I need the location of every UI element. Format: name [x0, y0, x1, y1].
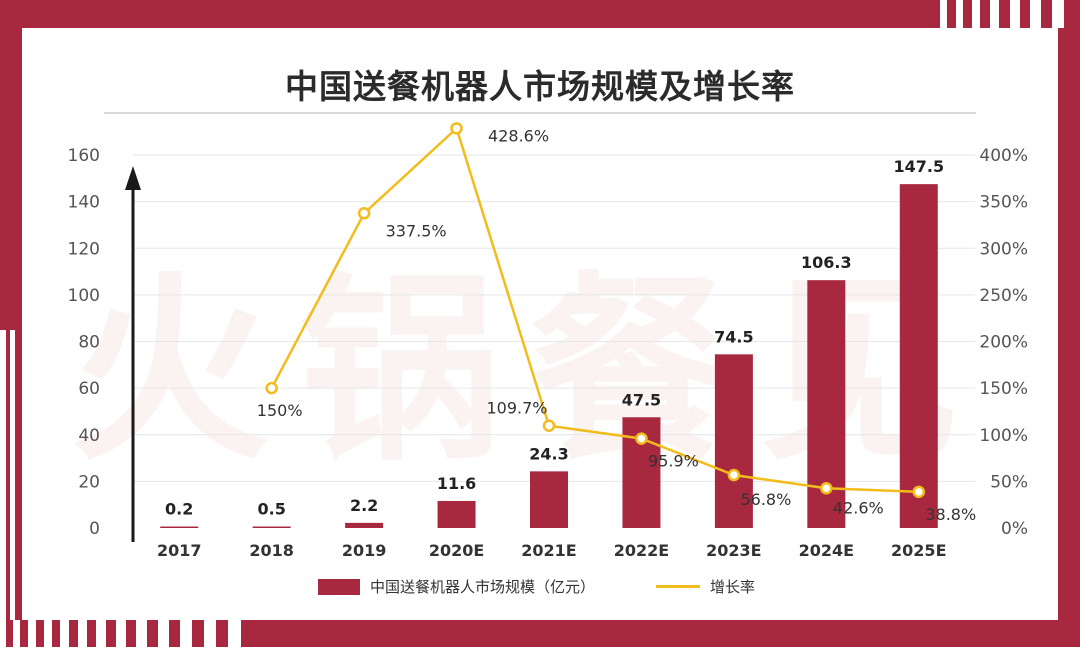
growth-rate-label: 42.6%	[833, 498, 884, 517]
growth-rate-point	[450, 122, 463, 135]
title-divider	[104, 112, 976, 114]
y-right-tick-label: 300%	[979, 239, 1028, 259]
growth-rate-label: 95.9%	[648, 452, 699, 471]
y-right-tick-label: 0%	[1001, 519, 1028, 539]
bar-value-label: 106.3	[801, 253, 852, 272]
legend-bar-swatch	[318, 578, 360, 595]
legend-item-line: 增长率	[656, 576, 755, 597]
y-left-tick-label: 100	[68, 286, 100, 306]
bar-value-label: 11.6	[437, 474, 476, 493]
growth-rate-label: 38.8%	[925, 505, 976, 524]
y-right-tick-label: 350%	[979, 193, 1028, 213]
growth-rate-point	[727, 468, 741, 482]
growth-rate-label: 337.5%	[386, 221, 447, 240]
y-left-tick-label: 40	[78, 426, 100, 446]
growth-rate-point	[542, 419, 556, 432]
legend-line-swatch	[656, 585, 700, 588]
growth-rate-label: 56.8%	[740, 490, 791, 509]
legend: 中国送餐机器人市场规模（亿元） 增长率	[0, 576, 1080, 606]
y-right-tick-label: 100%	[979, 426, 1028, 446]
x-tick-label: 2022E	[614, 541, 669, 560]
y-left-tick-label: 140	[68, 193, 100, 213]
growth-rate-point	[635, 432, 648, 445]
chart-title: 中国送餐机器人市场规模及增长率	[285, 67, 795, 106]
x-tick-label: 2024E	[799, 541, 854, 560]
bar	[252, 526, 291, 528]
growth-rate-label: 109.7%	[486, 399, 547, 418]
bar-value-label: 24.3	[529, 444, 568, 463]
growth-rate-point	[265, 381, 278, 395]
growth-rate-label: 150%	[257, 401, 303, 420]
y-left-tick-label: 120	[68, 239, 100, 259]
y-axis-arrow	[125, 166, 141, 190]
y-right-tick-label: 200%	[979, 333, 1028, 353]
y-right-tick-label: 250%	[979, 286, 1028, 306]
x-tick-label: 2023E	[706, 541, 761, 560]
growth-rate-point	[357, 207, 371, 220]
bar-value-label: 2.2	[350, 496, 378, 515]
growth-rate-point	[912, 485, 926, 499]
x-tick-label: 2025E	[891, 541, 946, 560]
y-left-tick-label: 20	[78, 472, 100, 492]
legend-line-label: 增长率	[710, 578, 756, 596]
x-tick-label: 2021E	[521, 541, 576, 560]
bar-value-label: 0.2	[165, 500, 193, 519]
legend-bar-label: 中国送餐机器人市场规模（亿元）	[370, 578, 596, 596]
bar	[530, 471, 568, 528]
bar	[437, 500, 476, 528]
y-right-tick-label: 150%	[979, 379, 1028, 399]
bar	[899, 184, 938, 528]
y-left-tick-label: 160	[68, 146, 100, 166]
growth-rate-label: 428.6%	[488, 126, 549, 145]
y-right-tick-label: 50%	[990, 472, 1028, 492]
bar	[160, 526, 199, 528]
x-tick-label: 2019	[342, 541, 387, 560]
bar-value-label: 47.5	[622, 390, 661, 409]
x-tick-label: 2020E	[429, 541, 484, 560]
bar-value-label: 147.5	[893, 157, 944, 176]
bar	[714, 354, 753, 528]
legend-item-bar: 中国送餐机器人市场规模（亿元）	[318, 576, 595, 597]
growth-rate-line	[270, 126, 919, 494]
bar-value-label: 74.5	[714, 327, 753, 346]
growth-rate-point	[820, 482, 833, 495]
bar	[345, 522, 384, 528]
x-tick-label: 2018	[249, 541, 294, 560]
y-right-tick-label: 400%	[979, 146, 1028, 166]
y-left-tick-label: 0	[89, 519, 100, 539]
x-tick-label: 2017	[157, 541, 202, 560]
y-left-tick-label: 60	[78, 379, 100, 399]
bar-value-label: 0.5	[257, 500, 285, 519]
y-left-tick-label: 80	[78, 333, 100, 353]
